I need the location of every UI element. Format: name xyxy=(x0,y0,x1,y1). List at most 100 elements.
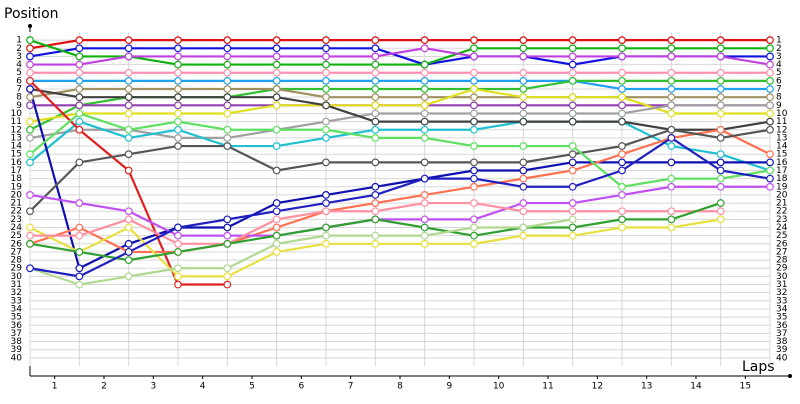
point xyxy=(519,158,528,167)
point xyxy=(470,85,478,93)
point xyxy=(470,109,478,118)
point xyxy=(667,174,676,183)
point xyxy=(75,93,84,102)
point xyxy=(272,223,281,232)
x-tick-label: 12 xyxy=(592,382,603,392)
point xyxy=(174,76,182,85)
point xyxy=(322,44,330,53)
y-tick-label: 40 xyxy=(776,353,788,363)
point xyxy=(75,36,84,45)
point xyxy=(568,44,577,53)
point xyxy=(223,264,232,273)
point xyxy=(716,166,725,175)
y-tick-label: 15 xyxy=(11,150,22,160)
point xyxy=(26,150,34,159)
point xyxy=(470,36,478,45)
point xyxy=(124,93,133,102)
x-tick-label: 13 xyxy=(641,382,652,392)
y-tick-label: 17 xyxy=(776,166,787,176)
point xyxy=(766,158,774,167)
point xyxy=(519,36,528,45)
point xyxy=(322,36,330,45)
point xyxy=(272,60,281,69)
point xyxy=(618,101,626,110)
y-tick-label: 2 xyxy=(776,44,782,54)
point xyxy=(223,44,232,53)
point xyxy=(26,207,34,216)
point xyxy=(26,117,34,126)
y-tick-label: 20 xyxy=(11,190,23,200)
point xyxy=(618,166,626,175)
point xyxy=(568,142,577,150)
point xyxy=(223,280,232,289)
y-tick-label: 24 xyxy=(776,223,788,233)
point xyxy=(223,134,232,142)
point xyxy=(568,158,577,167)
point xyxy=(766,44,774,53)
y-tick-label: 25 xyxy=(776,231,787,241)
point xyxy=(322,231,330,240)
point xyxy=(470,76,478,85)
point xyxy=(420,174,429,183)
point xyxy=(716,76,725,85)
point xyxy=(174,142,182,150)
point xyxy=(322,101,330,110)
y-tick-label: 29 xyxy=(11,264,23,274)
point xyxy=(420,231,429,240)
series-line xyxy=(29,218,573,286)
point xyxy=(766,36,774,45)
point xyxy=(124,215,133,224)
point xyxy=(716,134,725,142)
point xyxy=(174,280,182,289)
point xyxy=(618,52,626,61)
point xyxy=(618,117,626,126)
y-tick-label: 5 xyxy=(16,68,22,78)
y-tick-label: 28 xyxy=(11,256,23,266)
point xyxy=(470,125,478,134)
point xyxy=(519,223,528,232)
y-tick-label: 22 xyxy=(11,207,22,217)
point xyxy=(371,60,380,69)
point xyxy=(124,101,133,110)
point xyxy=(618,142,626,150)
y-tick-label: 4 xyxy=(16,60,22,70)
point xyxy=(272,248,281,256)
point xyxy=(470,223,478,232)
y-tick-label: 33 xyxy=(776,296,787,306)
point xyxy=(716,150,725,159)
point xyxy=(667,44,676,53)
point xyxy=(716,215,725,224)
point xyxy=(371,134,380,142)
point xyxy=(75,85,84,93)
point xyxy=(420,134,429,142)
point xyxy=(124,239,133,248)
point xyxy=(124,36,133,45)
point xyxy=(667,134,676,142)
y-tick-label: 15 xyxy=(776,150,787,160)
point xyxy=(174,44,182,53)
x-tick-label: 4 xyxy=(200,382,206,392)
point xyxy=(174,85,182,93)
point xyxy=(667,142,676,150)
x-tick-label: 11 xyxy=(542,382,553,392)
point xyxy=(174,109,182,118)
y-tick-label: 13 xyxy=(11,133,22,143)
point xyxy=(716,174,725,183)
point xyxy=(716,85,725,93)
point xyxy=(26,134,34,142)
point xyxy=(470,68,478,77)
x-tick-label: 1 xyxy=(52,382,58,392)
x-tick-label: 10 xyxy=(493,382,505,392)
point xyxy=(26,93,34,102)
y-tick-label: 2 xyxy=(16,44,22,54)
point xyxy=(568,223,577,232)
point xyxy=(519,68,528,77)
point xyxy=(420,125,429,134)
point xyxy=(371,231,380,240)
point xyxy=(667,182,676,191)
point xyxy=(371,36,380,45)
point xyxy=(716,36,725,45)
point xyxy=(420,93,429,102)
y-tick-label: 37 xyxy=(11,329,22,339)
point xyxy=(174,117,182,126)
